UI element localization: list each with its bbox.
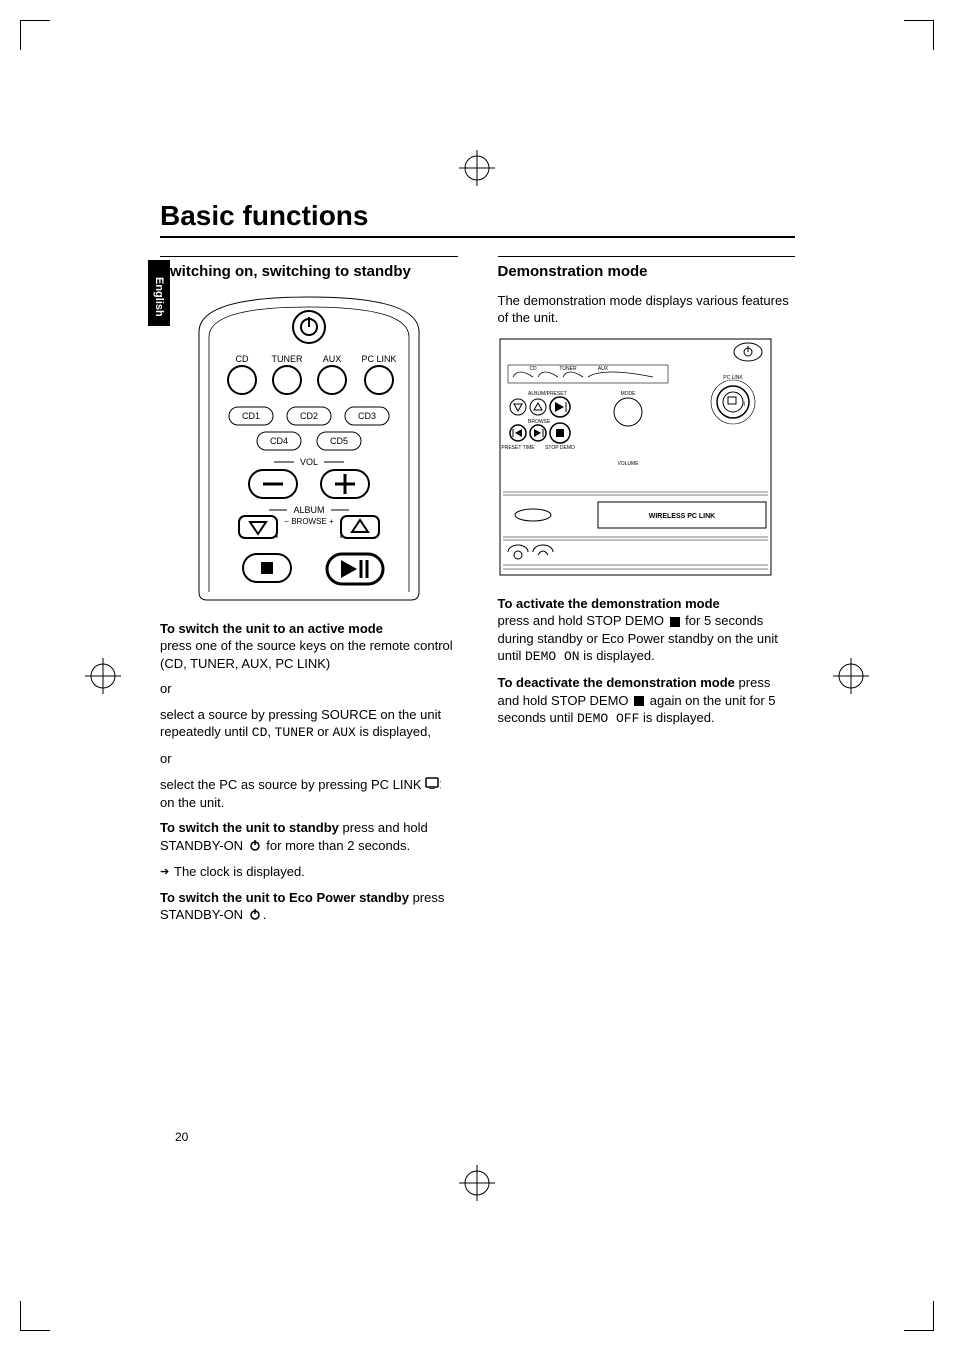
title-rule xyxy=(160,236,795,238)
svg-text:CD5: CD5 xyxy=(330,436,348,446)
svg-text:CD: CD xyxy=(529,366,537,372)
svg-text:AUX: AUX xyxy=(597,366,608,372)
para-bold: To activate the demonstration mode xyxy=(498,596,720,611)
para: To deactivate the demonstration mode pre… xyxy=(498,674,796,728)
column-rule xyxy=(498,256,796,257)
svg-text:BROWSE: BROWSE xyxy=(528,419,551,425)
registration-mark xyxy=(833,658,869,694)
svg-text:STOP DEMO: STOP DEMO xyxy=(545,445,575,451)
crop-mark xyxy=(20,1301,50,1331)
para-result: The clock is displayed. xyxy=(174,863,458,881)
para-bold: To deactivate the demonstration mode xyxy=(498,675,735,690)
para: To switch the unit to an active mode pre… xyxy=(160,620,458,673)
crop-mark xyxy=(20,20,50,50)
svg-text:PC LINK: PC LINK xyxy=(723,375,743,381)
crop-mark xyxy=(904,20,934,50)
svg-text:CD1: CD1 xyxy=(242,411,260,421)
svg-text:TUNER: TUNER xyxy=(271,354,302,364)
page-number: 20 xyxy=(175,1130,188,1144)
section-heading: Demonstration mode xyxy=(498,263,796,282)
left-column: Switching on, switching to standby CD TU… xyxy=(160,256,458,933)
para: select a source by pressing SOURCE on th… xyxy=(160,706,458,742)
power-icon xyxy=(249,838,261,856)
svg-text:CD: CD xyxy=(235,354,248,364)
svg-text:TUNER: TUNER xyxy=(559,366,577,372)
page-content: Basic functions Switching on, switching … xyxy=(160,200,795,933)
section-heading: Switching on, switching to standby xyxy=(160,263,458,282)
svg-text:WIRELESS PC LINK: WIRELESS PC LINK xyxy=(648,513,715,520)
svg-text:VOLUME: VOLUME xyxy=(617,461,639,467)
svg-text:PC LINK: PC LINK xyxy=(361,354,396,364)
para: The demonstration mode displays various … xyxy=(498,292,796,327)
registration-mark xyxy=(459,1165,495,1201)
para-or: or xyxy=(160,750,458,768)
svg-text:− BROWSE +: − BROWSE + xyxy=(284,517,334,526)
remote-diagram: CD TUNER AUX PC LINK CD1 CD2 CD3 xyxy=(179,292,439,602)
svg-text:PRESET TIME: PRESET TIME xyxy=(501,445,535,451)
power-icon xyxy=(249,907,261,925)
svg-text:AUX: AUX xyxy=(322,354,341,364)
svg-text:)): )) xyxy=(742,401,746,407)
unit-diagram: CD TUNER AUX ALBUM/PRESET BROWSE PRESET … xyxy=(498,337,773,577)
right-column: Demonstration mode The demonstration mod… xyxy=(498,256,796,933)
svg-text:VOL: VOL xyxy=(300,457,318,467)
para-or: or xyxy=(160,680,458,698)
para-bold: To switch the unit to an active mode xyxy=(160,621,383,636)
crop-mark xyxy=(904,1301,934,1331)
pc-link-icon: )) xyxy=(425,776,441,794)
svg-text:CD2: CD2 xyxy=(300,411,318,421)
svg-text:)): )) xyxy=(440,780,441,789)
stop-icon xyxy=(670,617,680,627)
columns: Switching on, switching to standby CD TU… xyxy=(160,256,795,933)
para-bold: To switch the unit to Eco Power standby xyxy=(160,890,409,905)
stop-icon xyxy=(634,696,644,706)
para: To switch the unit to Eco Power standby … xyxy=(160,889,458,925)
svg-text:ALBUM: ALBUM xyxy=(293,505,324,515)
page-title: Basic functions xyxy=(160,200,795,232)
registration-mark xyxy=(459,150,495,186)
para-bold: To switch the unit to standby xyxy=(160,820,339,835)
svg-text:CD4: CD4 xyxy=(270,436,288,446)
registration-mark xyxy=(85,658,121,694)
para-text: press one of the source keys on the remo… xyxy=(160,638,453,671)
svg-text:ALBUM/PRESET: ALBUM/PRESET xyxy=(528,391,567,397)
para: select the PC as source by pressing PC L… xyxy=(160,776,458,812)
column-rule xyxy=(160,256,458,257)
svg-text:CD3: CD3 xyxy=(358,411,376,421)
svg-text:MODE: MODE xyxy=(620,391,636,397)
para: To switch the unit to standby press and … xyxy=(160,819,458,855)
para: To activate the demonstration mode press… xyxy=(498,595,796,666)
